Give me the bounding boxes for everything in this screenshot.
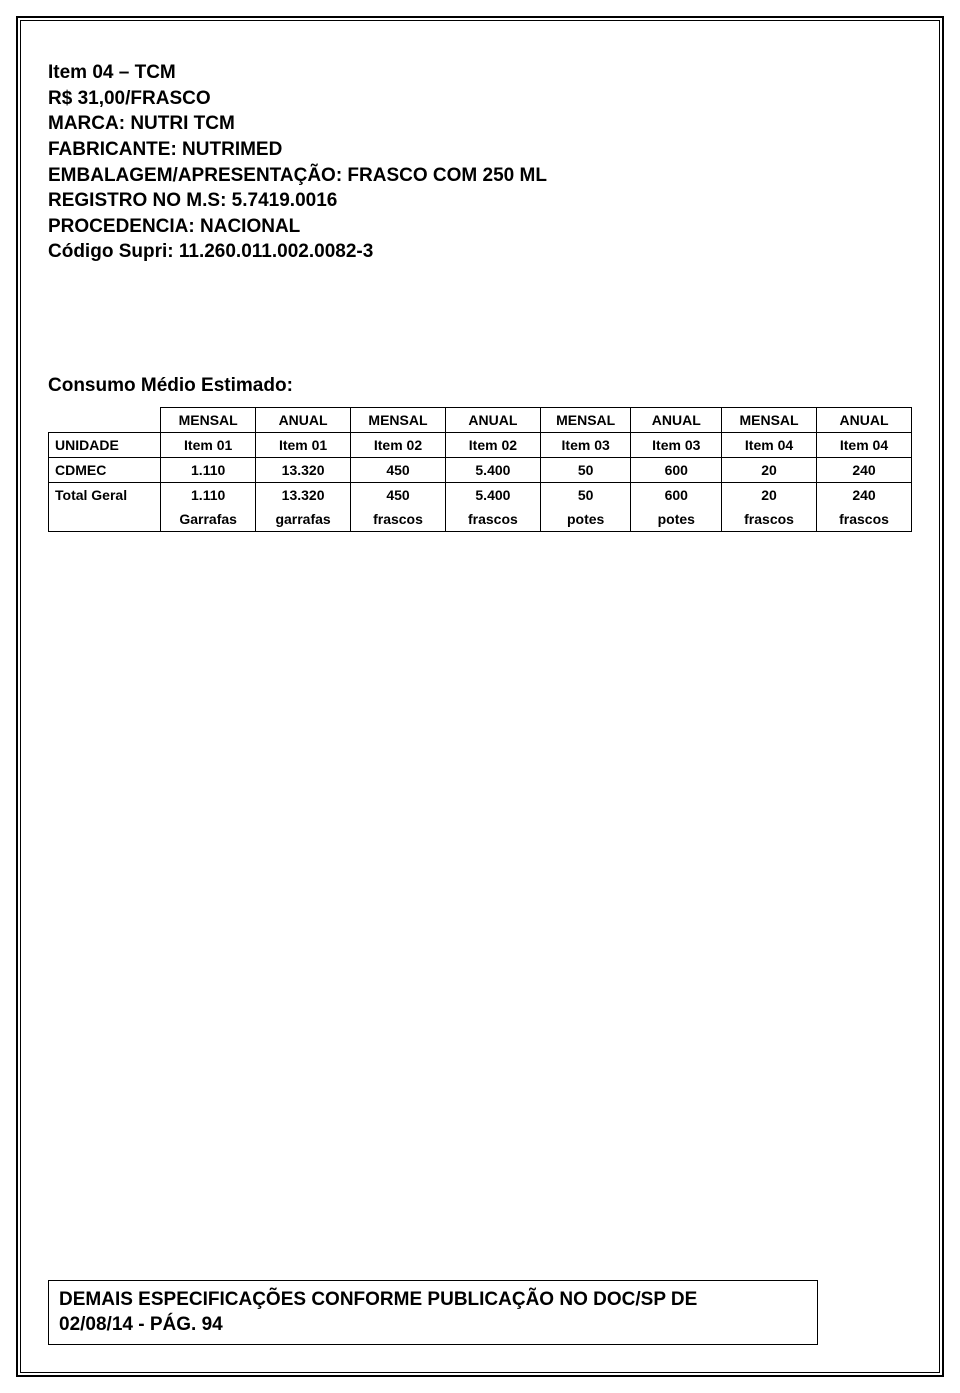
table-cell: 600 [631, 483, 722, 508]
table-cell: garrafas [256, 507, 351, 532]
table-cell: frascos [722, 507, 817, 532]
item-line-4: FABRICANTE: NUTRIMED [48, 137, 912, 163]
table-row-total-units: Garrafas garrafas frascos frascos potes … [49, 507, 912, 532]
table-cell: Item 02 [351, 433, 446, 458]
table-cell: frascos [817, 507, 912, 532]
table-cell: ANUAL [631, 408, 722, 433]
item-details-block: Item 04 – TCM R$ 31,00/FRASCO MARCA: NUT… [48, 60, 912, 265]
table-cell: 50 [540, 483, 631, 508]
item-line-3: MARCA: NUTRI TCM [48, 111, 912, 137]
footer-line-1: DEMAIS ESPECIFICAÇÕES CONFORME PUBLICAÇÃ… [59, 1287, 807, 1313]
table-cell: Item 04 [817, 433, 912, 458]
table-cell: MENSAL [540, 408, 631, 433]
table-cell [49, 408, 161, 433]
table-cell: MENSAL [351, 408, 446, 433]
table-cell: 20 [722, 458, 817, 483]
table-cell: Garrafas [161, 507, 256, 532]
table-cell: 50 [540, 458, 631, 483]
table-cell: 13.320 [256, 458, 351, 483]
table-row-total-values: Total Geral 1.110 13.320 450 5.400 50 60… [49, 483, 912, 508]
table-cell: Item 02 [445, 433, 540, 458]
table-cell: 240 [817, 458, 912, 483]
table-cell: UNIDADE [49, 433, 161, 458]
item-line-6: REGISTRO NO M.S: 5.7419.0016 [48, 188, 912, 214]
table-cell: CDMEC [49, 458, 161, 483]
table-cell: potes [631, 507, 722, 532]
item-line-2: R$ 31,00/FRASCO [48, 86, 912, 112]
table-cell: 13.320 [256, 483, 351, 508]
table-header-row-1: MENSAL ANUAL MENSAL ANUAL MENSAL ANUAL M… [49, 408, 912, 433]
table-cell: Item 03 [540, 433, 631, 458]
table-cell: 600 [631, 458, 722, 483]
table-cell: frascos [445, 507, 540, 532]
page-content: Item 04 – TCM R$ 31,00/FRASCO MARCA: NUT… [48, 60, 912, 1345]
table-cell: Item 01 [256, 433, 351, 458]
table-cell: Item 03 [631, 433, 722, 458]
table-cell: potes [540, 507, 631, 532]
table-cell: Item 01 [161, 433, 256, 458]
item-line-7: PROCEDENCIA: NACIONAL [48, 214, 912, 240]
table-header-row-2: UNIDADE Item 01 Item 01 Item 02 Item 02 … [49, 433, 912, 458]
item-line-1: Item 04 – TCM [48, 60, 912, 86]
table-cell: ANUAL [817, 408, 912, 433]
table-cell: ANUAL [256, 408, 351, 433]
table-cell: Item 04 [722, 433, 817, 458]
table-cell: 5.400 [445, 458, 540, 483]
table-cell: 240 [817, 483, 912, 508]
table-cell: 5.400 [445, 483, 540, 508]
footer-box: DEMAIS ESPECIFICAÇÕES CONFORME PUBLICAÇÃ… [48, 1280, 818, 1345]
table-cell: 1.110 [161, 483, 256, 508]
consumption-table: MENSAL ANUAL MENSAL ANUAL MENSAL ANUAL M… [48, 407, 912, 532]
table-cell: 450 [351, 458, 446, 483]
table-cell: frascos [351, 507, 446, 532]
table-cell: 450 [351, 483, 446, 508]
table-cell: 1.110 [161, 458, 256, 483]
item-line-5: EMBALAGEM/APRESENTAÇÃO: FRASCO COM 250 M… [48, 163, 912, 189]
footer-line-2: 02/08/14 - PÁG. 94 [59, 1312, 807, 1338]
table-cell: 20 [722, 483, 817, 508]
section-title: Consumo Médio Estimado: [48, 375, 912, 397]
table-cell: MENSAL [161, 408, 256, 433]
table-row-cdmec: CDMEC 1.110 13.320 450 5.400 50 600 20 2… [49, 458, 912, 483]
table-cell: ANUAL [445, 408, 540, 433]
item-line-8: Código Supri: 11.260.011.002.0082-3 [48, 239, 912, 265]
table-cell: Total Geral [49, 483, 161, 532]
table-cell: MENSAL [722, 408, 817, 433]
